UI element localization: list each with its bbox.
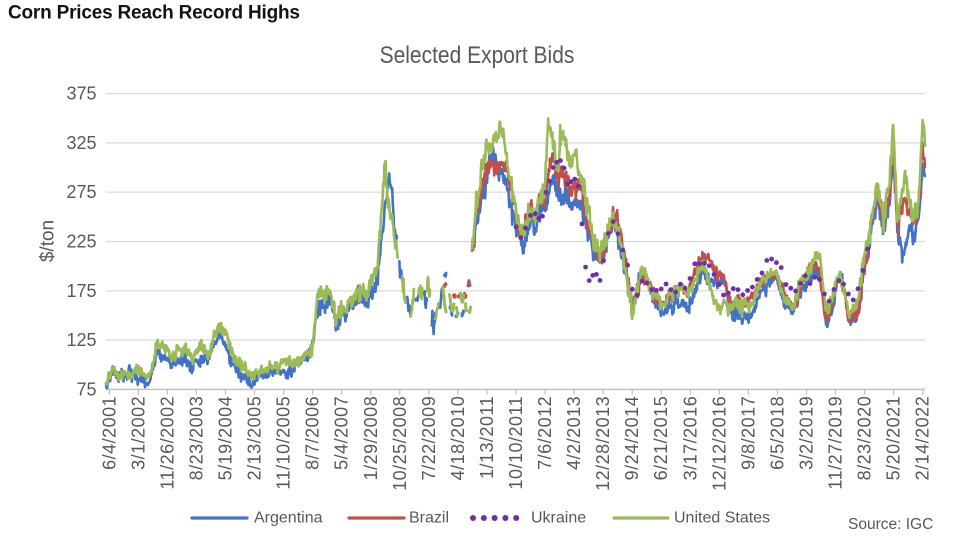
svg-text:11/10/2005: 11/10/2005 [274,396,294,490]
svg-text:Brazil: Brazil [409,510,449,527]
svg-text:275: 275 [66,182,96,202]
svg-text:6/21/2015: 6/21/2015 [651,396,671,481]
svg-text:10/10/2011: 10/10/2011 [506,396,526,490]
svg-text:2/13/2005: 2/13/2005 [245,396,265,481]
svg-text:3/17/2016: 3/17/2016 [680,396,700,481]
svg-text:375: 375 [66,84,96,104]
svg-text:12/12/2016: 12/12/2016 [709,396,729,491]
svg-text:Source: IGC: Source: IGC [848,516,933,533]
svg-text:Argentina: Argentina [254,510,323,527]
svg-text:7/6/2012: 7/6/2012 [535,396,555,470]
svg-text:5/19/2004: 5/19/2004 [216,396,236,481]
svg-text:Ukraine: Ukraine [531,510,586,527]
svg-text:325: 325 [66,133,96,153]
svg-text:125: 125 [66,330,96,350]
svg-text:5/4/2007: 5/4/2007 [332,396,352,470]
svg-text:75: 75 [76,379,96,399]
svg-text:9/8/2017: 9/8/2017 [738,396,758,470]
svg-text:12/28/2013: 12/28/2013 [593,396,613,491]
svg-text:$/ton: $/ton [38,220,59,262]
svg-text:5/20/2021: 5/20/2021 [884,396,904,481]
svg-text:9/24/2014: 9/24/2014 [622,396,642,481]
svg-text:8/7/2006: 8/7/2006 [303,396,323,470]
svg-text:6/4/2001: 6/4/2001 [99,396,119,470]
svg-text:6/5/2018: 6/5/2018 [767,396,787,470]
svg-text:8/23/2020: 8/23/2020 [855,396,875,481]
svg-text:3/1/2002: 3/1/2002 [128,396,148,470]
svg-text:225: 225 [66,232,96,252]
svg-text:United States: United States [674,510,770,527]
svg-text:3/2/2019: 3/2/2019 [797,396,817,470]
svg-text:1/13/2011: 1/13/2011 [477,396,497,479]
svg-text:11/27/2019: 11/27/2019 [826,396,846,490]
svg-text:1/29/2008: 1/29/2008 [361,396,381,481]
svg-text:11/26/2002: 11/26/2002 [157,396,177,490]
svg-text:Corn Prices Reach Record Highs: Corn Prices Reach Record Highs [8,3,300,24]
svg-text:2/14/2022: 2/14/2022 [913,396,933,481]
svg-text:Selected Export Bids: Selected Export Bids [380,42,575,69]
svg-text:10/25/2008: 10/25/2008 [390,396,410,491]
svg-text:8/23/2003: 8/23/2003 [186,396,206,481]
svg-text:175: 175 [66,281,96,301]
svg-text:4/2/2013: 4/2/2013 [564,396,584,470]
svg-text:4/18/2010: 4/18/2010 [448,396,468,481]
svg-text:7/22/2009: 7/22/2009 [419,396,439,481]
